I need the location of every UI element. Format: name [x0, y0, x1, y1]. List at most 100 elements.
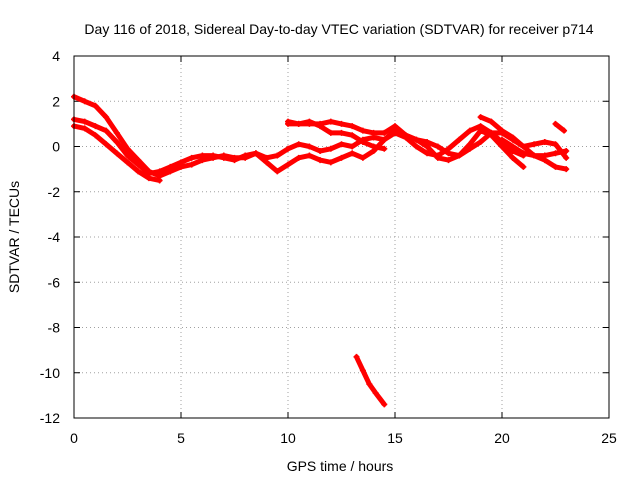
- data-point: [563, 148, 570, 155]
- data-point: [488, 118, 495, 125]
- y-axis-label: SDTVAR / TECUs: [6, 181, 22, 293]
- data-point: [349, 132, 356, 139]
- data-point: [135, 161, 142, 168]
- data-point: [92, 132, 99, 139]
- data-point: [306, 120, 313, 127]
- data-point: [113, 150, 120, 157]
- series-track-h: [552, 120, 568, 134]
- data-point: [552, 141, 559, 148]
- series-layer: [71, 93, 570, 408]
- data-point: [81, 125, 88, 132]
- y-tick-label: 0: [52, 139, 60, 155]
- series-track-i: [353, 353, 388, 408]
- data-point: [488, 129, 495, 136]
- data-point: [274, 152, 281, 159]
- data-point: [103, 141, 110, 148]
- data-point: [359, 367, 366, 374]
- data-point: [338, 154, 345, 161]
- data-point: [263, 159, 270, 166]
- data-point: [552, 163, 559, 170]
- data-point: [81, 98, 88, 105]
- data-point: [349, 123, 356, 130]
- data-point: [531, 141, 538, 148]
- data-point: [317, 120, 324, 127]
- data-point: [561, 127, 568, 134]
- data-point: [188, 154, 195, 161]
- data-point: [327, 159, 334, 166]
- data-point: [531, 152, 538, 159]
- data-point: [306, 143, 313, 150]
- data-point: [231, 157, 238, 164]
- data-point: [477, 138, 484, 145]
- data-point: [509, 134, 516, 141]
- y-tick-label: -6: [48, 274, 61, 290]
- data-point: [381, 129, 388, 136]
- data-point: [552, 120, 559, 127]
- data-point: [124, 152, 131, 159]
- data-point: [156, 168, 163, 175]
- x-tick-label: 0: [70, 430, 78, 446]
- data-point: [199, 152, 206, 159]
- data-point: [285, 161, 291, 168]
- data-point: [92, 102, 99, 109]
- x-tick-label: 20: [494, 430, 510, 446]
- y-tick-label: -4: [48, 229, 61, 245]
- data-point: [509, 154, 516, 161]
- data-point: [359, 127, 366, 134]
- data-point: [456, 136, 463, 143]
- data-point: [424, 138, 431, 145]
- data-point: [477, 114, 484, 121]
- data-point: [509, 143, 516, 150]
- data-point: [381, 145, 388, 152]
- data-point: [520, 143, 527, 150]
- data-point: [563, 166, 570, 173]
- data-point: [252, 150, 259, 157]
- data-point: [381, 136, 388, 143]
- data-point: [295, 141, 302, 148]
- data-point: [327, 129, 334, 136]
- plot-frame: [73, 55, 610, 419]
- data-point: [145, 175, 152, 182]
- data-point: [317, 157, 324, 164]
- data-point: [413, 143, 420, 150]
- data-point: [156, 177, 163, 184]
- y-tick-label: -8: [48, 320, 61, 336]
- data-point: [392, 123, 398, 130]
- x-tick-label: 15: [387, 430, 403, 446]
- data-point: [124, 145, 131, 152]
- data-point: [541, 152, 548, 159]
- data-point: [338, 129, 345, 136]
- data-point: [81, 118, 88, 125]
- data-point: [103, 114, 110, 121]
- data-point: [359, 154, 366, 161]
- data-point: [167, 163, 174, 170]
- grid-layer: [74, 56, 609, 418]
- chart-title: Day 116 of 2018, Sidereal Day-to-day VTE…: [84, 21, 593, 37]
- data-point: [520, 163, 527, 170]
- data-point: [434, 154, 441, 161]
- data-point: [327, 118, 334, 125]
- data-point: [477, 127, 484, 134]
- data-point: [295, 154, 302, 161]
- data-point: [541, 138, 548, 145]
- data-point: [285, 145, 291, 152]
- data-point: [366, 381, 373, 388]
- data-point: [499, 143, 505, 150]
- data-point: [124, 159, 131, 166]
- x-tick-label: 10: [280, 430, 296, 446]
- data-point: [113, 129, 120, 136]
- x-tick-label: 25: [601, 430, 617, 446]
- data-point: [370, 143, 377, 150]
- data-point: [285, 118, 291, 125]
- data-point: [349, 143, 356, 150]
- data-point: [188, 161, 195, 168]
- y-tick-label: -2: [48, 184, 61, 200]
- data-point: [456, 152, 463, 159]
- data-point: [327, 145, 334, 152]
- data-point: [92, 123, 99, 130]
- series-line: [354, 354, 387, 407]
- data-point: [370, 129, 377, 136]
- tick-layer: 0 5 10 15 20 25 -12 -10 -8 -6 -4 -2 0 2 4: [40, 48, 617, 446]
- data-point: [220, 154, 227, 161]
